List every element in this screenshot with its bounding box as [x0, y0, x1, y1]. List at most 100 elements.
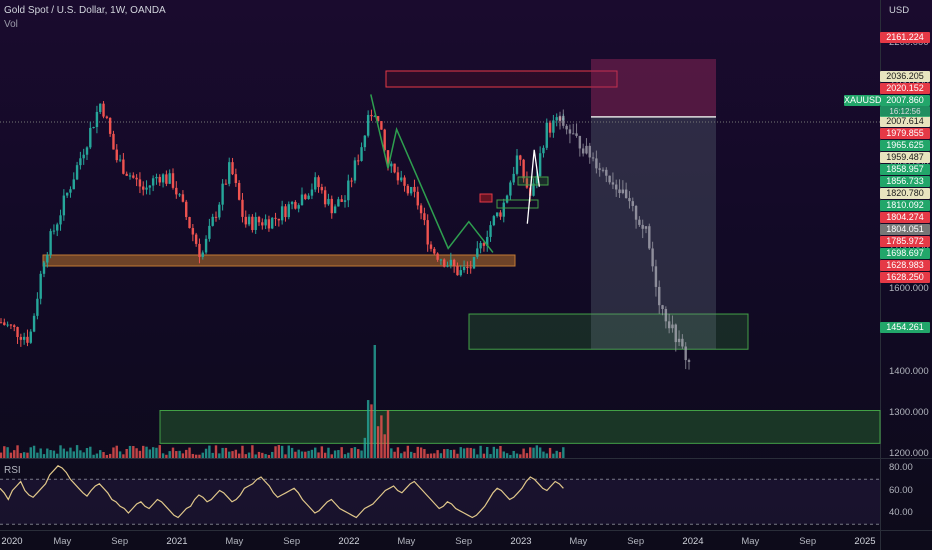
volume-bar — [486, 446, 489, 458]
candle-body — [409, 186, 413, 194]
volume-bar — [201, 452, 204, 458]
candle-body — [439, 259, 443, 261]
volume-bar — [181, 453, 185, 458]
volume-bar — [194, 454, 198, 458]
candle-body — [59, 215, 62, 225]
candle-body — [36, 298, 39, 316]
volume-bar — [548, 447, 552, 458]
price-tag: 2020.152 — [880, 83, 930, 94]
candle-body — [495, 212, 499, 217]
volume-bar — [459, 447, 462, 458]
time-axis-tick: May — [53, 536, 72, 547]
volume-bar — [462, 448, 466, 458]
volume-bar — [16, 445, 19, 458]
candle-body — [191, 228, 195, 235]
volume-bar — [512, 450, 515, 458]
candle-body — [400, 177, 403, 181]
volume-bar — [469, 447, 472, 458]
candle-body — [56, 224, 59, 231]
volume-bar — [105, 454, 109, 458]
volume-bar — [0, 452, 3, 458]
projected-candle-body — [661, 305, 664, 309]
volume-bar — [542, 451, 545, 458]
candle-body — [39, 273, 42, 299]
candle-body — [85, 147, 89, 155]
price-tag: 1454.261 — [880, 322, 930, 333]
order-block-green-2 — [517, 176, 549, 186]
candle-body — [433, 248, 436, 254]
volume-bar — [178, 450, 181, 458]
price-tag: 1698.697 — [880, 248, 930, 259]
projected-candle-body — [558, 115, 562, 122]
volume-bar — [446, 448, 449, 458]
volume-bar — [261, 452, 264, 458]
candle-body — [274, 217, 277, 219]
projected-candle-body — [671, 324, 674, 329]
volume-bar — [433, 453, 436, 458]
price-tag: 2036.205 — [880, 71, 930, 82]
candle-body — [145, 187, 148, 190]
candle-body — [333, 206, 337, 214]
rsi-line — [0, 465, 564, 519]
projected-candle-body — [624, 189, 628, 199]
candle-body — [423, 213, 426, 221]
support-zone-green-lower — [159, 409, 881, 444]
candle-body — [128, 175, 132, 177]
candle-body — [280, 206, 284, 221]
volume-bar — [79, 450, 82, 458]
projected-candle-body — [677, 338, 681, 343]
candle-body — [42, 262, 46, 274]
candle-body — [112, 133, 115, 150]
candle-body — [419, 205, 423, 214]
volume-bar — [125, 448, 128, 458]
volume-bar — [330, 454, 333, 458]
candle-body — [466, 266, 469, 268]
volume-bar — [247, 452, 251, 458]
candle-body — [390, 163, 393, 167]
candle-body — [46, 254, 49, 263]
volume-bar — [267, 454, 271, 458]
candle-body — [218, 204, 221, 218]
volume-bar — [529, 447, 532, 458]
volume-bar — [132, 446, 135, 458]
candle-body — [499, 212, 502, 217]
volume-bar — [75, 445, 79, 458]
candle-body — [158, 176, 161, 183]
candle-body — [0, 322, 3, 324]
volume-bar — [36, 452, 39, 458]
candle-body — [6, 324, 9, 326]
candle-body — [363, 135, 367, 148]
volume-bar — [39, 448, 42, 458]
projected-candles-group — [558, 109, 691, 370]
projected-candle-body — [591, 157, 595, 159]
volume-bar — [99, 450, 102, 458]
projected-candle-body — [598, 168, 601, 170]
volume-bar — [307, 450, 310, 458]
volume-bar — [287, 445, 290, 458]
volume-bar — [393, 451, 396, 458]
candle-body — [171, 173, 175, 188]
price-tag: 1628.250 — [880, 272, 930, 283]
candle-body — [317, 177, 320, 188]
candle-body — [519, 155, 522, 160]
volume-bar — [185, 449, 188, 458]
candle-body — [505, 195, 509, 203]
volume-bar — [396, 447, 400, 458]
volume-bar — [19, 453, 23, 458]
volume-bar — [400, 453, 403, 458]
volume-bar — [26, 452, 29, 458]
volume-bar — [479, 445, 482, 458]
candle-body — [251, 216, 254, 230]
volume-bar — [204, 448, 208, 458]
candle-body — [208, 225, 211, 239]
volume-bar — [294, 451, 297, 458]
projected-candle-body — [664, 308, 668, 322]
support-zone-orange — [42, 254, 516, 267]
volume-bar — [264, 454, 267, 458]
volume-bar — [191, 453, 195, 458]
candle-body — [310, 189, 314, 196]
candle-body — [108, 117, 112, 134]
projected-candle-body — [621, 189, 625, 194]
volume-bar — [254, 454, 257, 458]
